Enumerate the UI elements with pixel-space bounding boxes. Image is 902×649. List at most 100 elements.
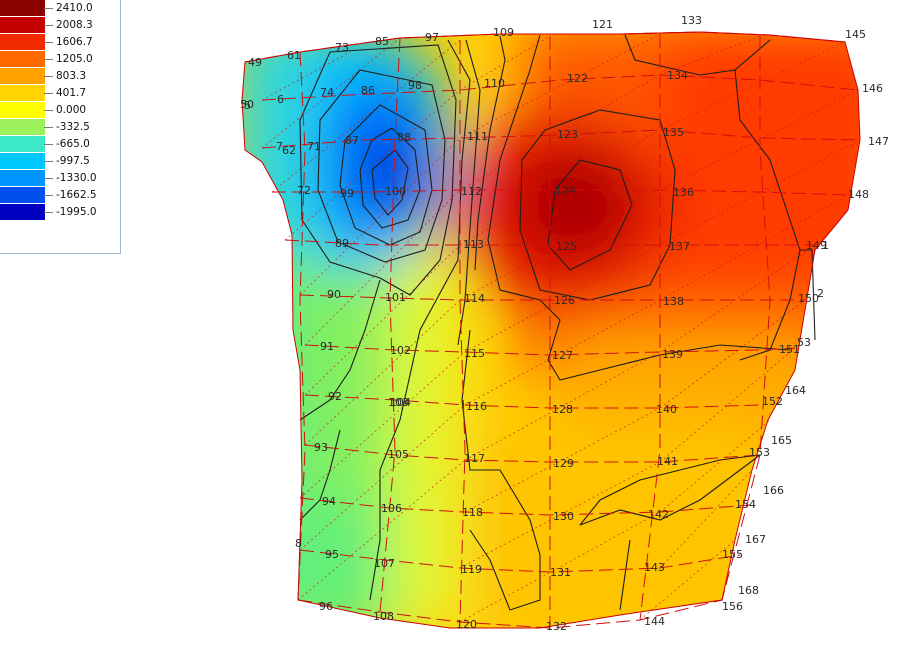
legend-tick	[44, 25, 53, 26]
node-label: 86	[361, 84, 375, 97]
node-label: 5	[244, 99, 251, 112]
node-label: 147	[868, 135, 889, 148]
node-label: 148	[848, 188, 869, 201]
node-label: 166	[763, 484, 784, 497]
colored-surface	[242, 32, 860, 628]
node-label: 132	[546, 620, 567, 633]
node-label: 94	[322, 495, 336, 508]
node-label: 88	[397, 131, 411, 144]
node-label: 95	[325, 548, 339, 561]
node-label: 74	[320, 86, 334, 99]
node-label: 130	[553, 510, 574, 523]
node-label: 151	[779, 343, 800, 356]
color-legend: 2410.0 2008.3 1606.7 1205.0 803.3 401.7 0.000 -…	[0, 0, 121, 254]
legend-label: -1330.0	[56, 172, 97, 184]
node-label: 85	[375, 35, 389, 48]
node-label: 123	[557, 128, 578, 141]
node-label: 145	[845, 28, 866, 41]
node-label: 126	[554, 294, 575, 307]
legend-swatch	[0, 0, 45, 16]
node-label: 7	[276, 140, 283, 153]
node-label: 61	[287, 49, 301, 62]
node-label: 105	[388, 448, 409, 461]
node-label: 102	[390, 344, 411, 357]
legend-swatch	[0, 136, 45, 152]
legend-swatch	[0, 102, 45, 118]
node-label: 98	[408, 79, 422, 92]
legend-label: 1606.7	[56, 36, 93, 48]
node-label: 124	[555, 184, 576, 197]
node-label: 107	[374, 557, 395, 570]
node-label: 2	[817, 287, 824, 300]
legend-swatch	[0, 51, 45, 67]
node-label: 100	[385, 185, 406, 198]
node-label: 153	[749, 446, 770, 459]
node-label: 115	[464, 347, 485, 360]
legend-tick	[44, 93, 53, 94]
node-label: 120	[456, 618, 477, 631]
node-label: 137	[669, 240, 690, 253]
node-label: 1	[822, 239, 829, 252]
node-label: 113	[463, 238, 484, 251]
legend-label: 1205.0	[56, 53, 93, 65]
node-label: 156	[722, 600, 743, 613]
node-label: 110	[484, 77, 505, 90]
legend-swatch	[0, 170, 45, 186]
node-label: 53	[797, 336, 811, 349]
node-label: 136	[673, 186, 694, 199]
legend-label: 2410.0	[56, 2, 93, 14]
node-label: 8	[295, 537, 302, 550]
node-label: 116	[466, 400, 487, 413]
node-label: 90	[327, 288, 341, 301]
node-label: 152	[762, 395, 783, 408]
node-label: 122	[567, 72, 588, 85]
node-label: 73	[335, 41, 349, 54]
shape-outline	[241, 31, 861, 629]
node-label: 168	[738, 584, 759, 597]
legend-tick	[44, 161, 53, 162]
node-label: 154	[735, 498, 756, 511]
legend-label: -1995.0	[56, 206, 97, 218]
legend-tick	[44, 8, 53, 9]
legend-tick	[44, 42, 53, 43]
node-label: 49	[248, 56, 262, 69]
legend-tick	[44, 110, 53, 111]
legend-tick	[44, 212, 53, 213]
node-label: 142	[648, 508, 669, 521]
node-label: 99	[340, 187, 354, 200]
node-label: 91	[320, 340, 334, 353]
node-label: 128	[552, 403, 573, 416]
node-label: 134	[667, 69, 688, 82]
node-label: 104	[390, 396, 411, 409]
node-label: 121	[592, 18, 613, 31]
legend-tick	[44, 127, 53, 128]
node-label: 125	[556, 240, 577, 253]
legend-label: 803.3	[56, 70, 87, 82]
legend-tick	[44, 144, 53, 145]
node-label: 150	[798, 292, 819, 305]
legend-label: 401.7	[56, 87, 87, 99]
node-label: 106	[381, 502, 402, 515]
node-label: 93	[314, 441, 328, 454]
legend-label: 2008.3	[56, 19, 93, 31]
node-label: 127	[552, 349, 573, 362]
node-label: 111	[467, 130, 488, 143]
node-label: 109	[493, 26, 514, 39]
legend-label: -1662.5	[56, 189, 97, 201]
node-label: 101	[385, 291, 406, 304]
legend-tick	[44, 195, 53, 196]
node-label: 62	[282, 144, 296, 157]
legend-label: 0.000	[56, 104, 87, 116]
node-label: 119	[461, 563, 482, 576]
legend-swatch	[0, 187, 45, 203]
node-label: 146	[862, 82, 883, 95]
legend-tick	[44, 76, 53, 77]
node-label: 144	[644, 615, 665, 628]
node-label: 92	[328, 390, 342, 403]
node-label: 108	[373, 610, 394, 623]
legend-tick	[44, 178, 53, 179]
node-label: 6	[277, 93, 284, 106]
node-label: 72	[297, 184, 311, 197]
node-label: 96	[319, 600, 333, 613]
